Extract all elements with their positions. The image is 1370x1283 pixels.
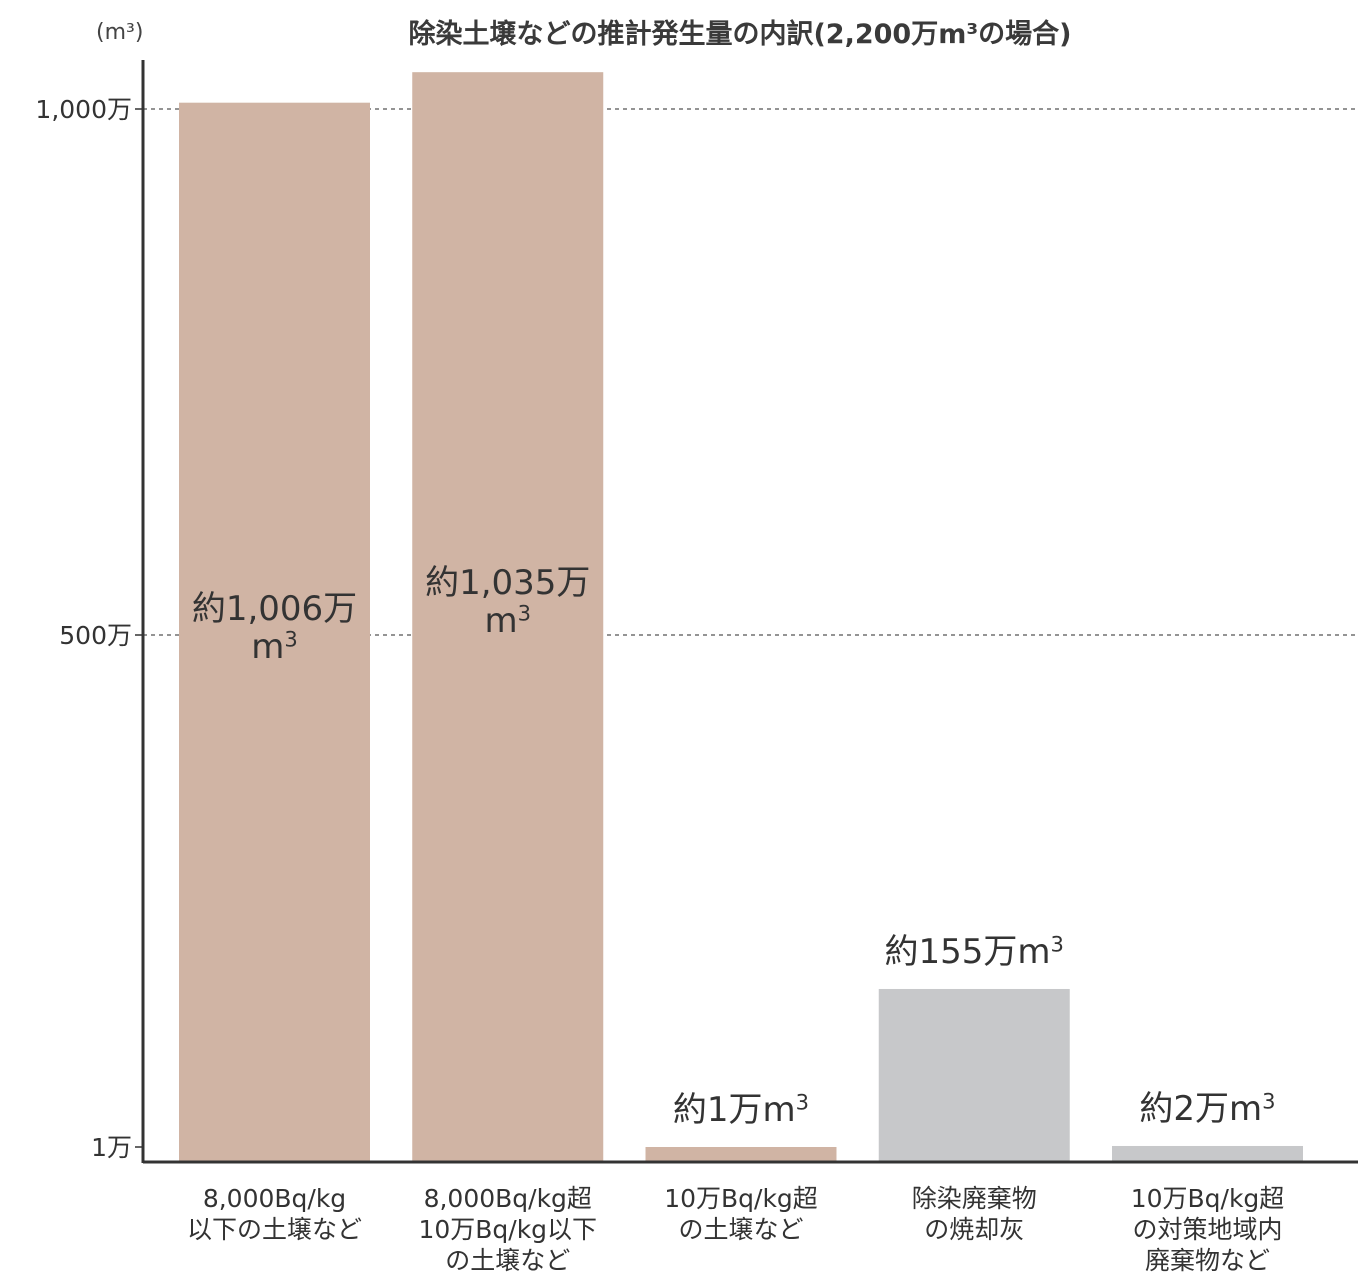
y-tick-label: 1万	[91, 1133, 132, 1162]
bar	[1112, 1145, 1303, 1162]
unit-label: (m³)	[96, 20, 144, 45]
y-tick-label: 1,000万	[35, 95, 132, 124]
x-tick-label: 8,000Bq/kg超 10万Bq/kg以下の土壌など	[418, 1184, 597, 1275]
bar	[179, 102, 370, 1163]
chart-title: 除染土壌などの推計発生量の内訳(2,200万m³の場合)	[408, 19, 1072, 50]
y-tick-label: 500万	[59, 621, 132, 650]
bar	[412, 72, 604, 1162]
x-tick-label: 除染廃棄物の焼却灰	[912, 1184, 1037, 1244]
x-tick-label: 10万Bq/kg超の対策地域内廃棄物など	[1131, 1184, 1285, 1275]
data-label: 約155万m3​	[885, 931, 1064, 972]
data-label: 約1万m3​	[673, 1089, 809, 1130]
axes	[141, 60, 1358, 1164]
x-tick-labels: 8,000Bq/kg 以下の土壌など 8,000Bq/kg超 10万Bq/kg以下の土…	[187, 1184, 1284, 1275]
y-tick-labels: 1,000万 500万 1万	[35, 95, 143, 1162]
bars	[179, 72, 1303, 1163]
bar	[645, 1147, 837, 1162]
x-tick-label: 8,000Bq/kg 以下の土壌など	[187, 1184, 362, 1244]
data-label: 約2万m3​	[1139, 1088, 1275, 1129]
bar	[878, 988, 1070, 1162]
x-tick-label: 10万Bq/kg超の土壌など	[664, 1184, 818, 1244]
